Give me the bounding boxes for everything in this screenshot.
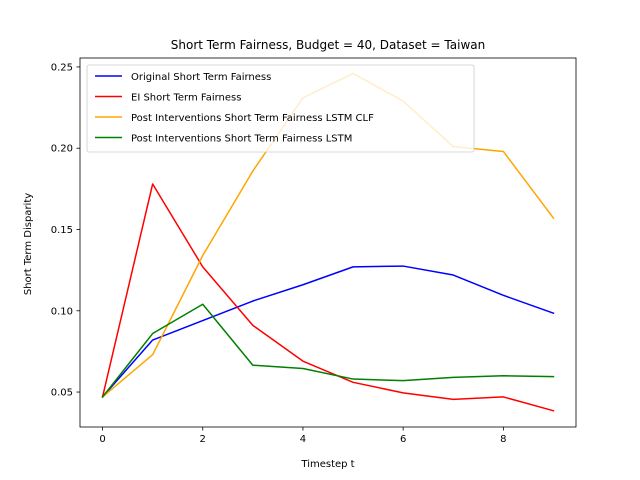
y-tick-label: 0.20 <box>51 144 73 155</box>
y-tick-label: 0.10 <box>51 306 73 317</box>
legend-box <box>86 64 475 153</box>
y-tick-label: 0.05 <box>51 388 73 399</box>
y-tick-label: 0.25 <box>51 62 73 73</box>
x-tick-label: 0 <box>99 434 105 445</box>
legend-label-3: Post Interventions Short Term Fairness L… <box>131 113 374 124</box>
chart-title: Short Term Fairness, Budget = 40, Datase… <box>171 38 485 52</box>
legend-label-2: EI Short Term Fairness <box>131 93 241 104</box>
plot-frame <box>79 57 577 428</box>
x-tick-label: 8 <box>500 434 506 445</box>
legend-label-1: Original Short Term Fairness <box>131 72 271 83</box>
series-line-4 <box>101 303 555 398</box>
y-axis-label: Short Term Disparity <box>23 193 34 295</box>
series-line-1 <box>101 265 555 398</box>
legend-label-4: Post Interventions Short Term Fairness L… <box>131 134 352 145</box>
x-tick-label: 6 <box>400 434 406 445</box>
x-axis-label: Timestep t <box>300 459 354 470</box>
y-tick-label: 0.15 <box>51 225 73 236</box>
x-tick-label: 4 <box>300 434 306 445</box>
series-line-2 <box>101 183 555 412</box>
x-tick-label: 2 <box>200 434 206 445</box>
legend: Original Short Term Fairness EI Short Ter… <box>86 64 475 153</box>
